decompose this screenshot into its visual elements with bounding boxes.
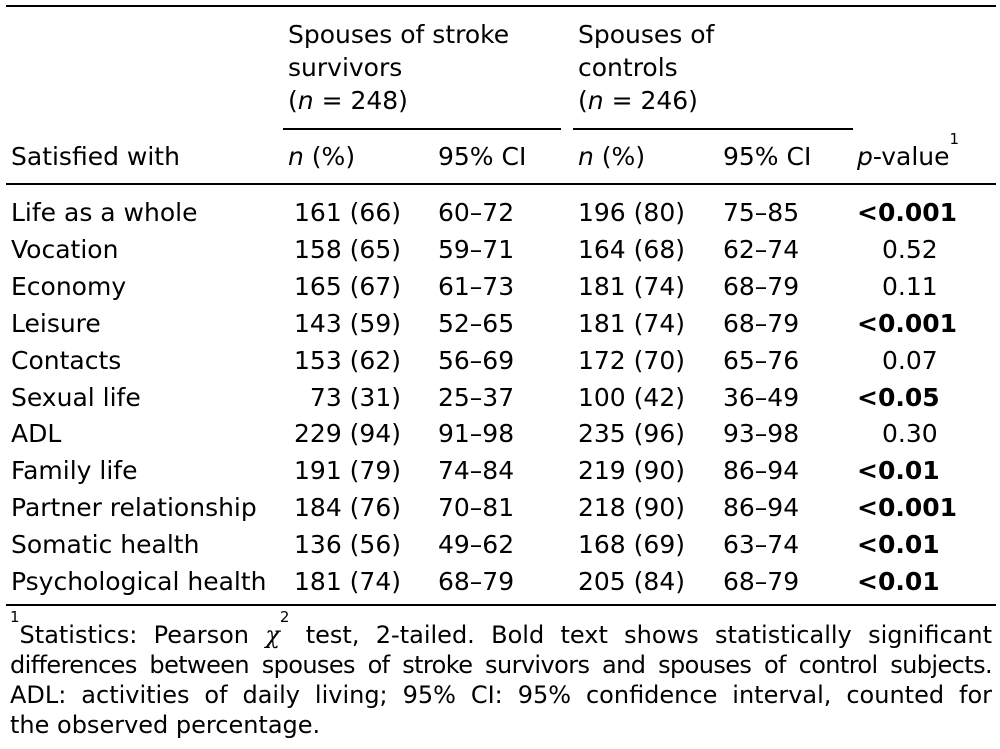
row-p-value: <0.01 bbox=[857, 567, 940, 596]
row-ci-control: 63–74 bbox=[723, 530, 800, 560]
row-n-pct-stroke: 165 (67) bbox=[294, 271, 401, 301]
row-n-pct-control: 100 (42) bbox=[578, 382, 685, 412]
row-n-pct-stroke: 143 (59) bbox=[294, 308, 401, 338]
col-header-ci-1: 95% CI bbox=[438, 142, 527, 171]
row-ci-control: 93–98 bbox=[723, 419, 800, 449]
footnote-line-1: 1Statistics: Pearson χ2 test, 2-tailed. … bbox=[10, 608, 992, 650]
row-n-pct-stroke: 191 (79) bbox=[294, 456, 401, 486]
group1-underline bbox=[283, 128, 561, 130]
group1-n: (n = 248) bbox=[288, 86, 408, 115]
row-label: Life as a whole bbox=[11, 198, 198, 227]
group2-n: (n = 246) bbox=[578, 86, 698, 115]
row-label: Economy bbox=[11, 271, 127, 301]
row-n-pct-control: 168 (69) bbox=[578, 530, 685, 560]
row-label: Contacts bbox=[11, 345, 122, 375]
row-ci-stroke: 49–62 bbox=[438, 530, 515, 560]
row-n-pct-control: 218 (90) bbox=[578, 493, 685, 523]
row-ci-control: 68–79 bbox=[723, 271, 800, 301]
row-label: Vocation bbox=[11, 234, 119, 264]
footnote-line-3: ADL: activities of daily living; 95% CI:… bbox=[10, 681, 992, 709]
row-n-pct-control: 235 (96) bbox=[578, 419, 685, 449]
row-ci-control: 36–49 bbox=[723, 382, 800, 412]
group2-title-line1: Spouses of bbox=[578, 20, 715, 49]
row-ci-stroke: 68–79 bbox=[438, 567, 515, 596]
header-rule bbox=[6, 183, 996, 185]
row-p-value: <0.05 bbox=[857, 382, 940, 412]
row-ci-stroke: 52–65 bbox=[438, 308, 515, 338]
row-ci-stroke: 59–71 bbox=[438, 234, 515, 264]
row-p-value: 0.07 bbox=[882, 345, 938, 375]
group2-title-line2: controls bbox=[578, 53, 678, 82]
row-label: Psychological health bbox=[11, 567, 267, 596]
row-n-pct-stroke: 229 (94) bbox=[294, 419, 401, 449]
row-ci-control: 75–85 bbox=[723, 198, 800, 227]
row-n-pct-stroke: 73 (31) bbox=[309, 382, 401, 412]
row-n-pct-control: 181 (74) bbox=[578, 308, 685, 338]
row-ci-control: 62–74 bbox=[723, 234, 800, 264]
row-ci-stroke: 25–37 bbox=[438, 382, 515, 412]
row-n-pct-control: 205 (84) bbox=[578, 567, 685, 596]
footnote-line-4: the observed percentage. bbox=[10, 711, 321, 739]
row-label: Somatic health bbox=[11, 530, 200, 560]
col-header-p-value: p-value1 bbox=[857, 130, 960, 172]
bottom-rule bbox=[6, 604, 996, 606]
row-n-pct-stroke: 184 (76) bbox=[294, 493, 401, 523]
row-p-value: <0.01 bbox=[857, 456, 940, 486]
row-label: Leisure bbox=[11, 308, 101, 338]
row-ci-stroke: 60–72 bbox=[438, 198, 515, 227]
col-header-ci-2: 95% CI bbox=[723, 142, 812, 171]
row-n-pct-control: 172 (70) bbox=[578, 345, 685, 375]
row-n-pct-stroke: 136 (56) bbox=[294, 530, 401, 560]
footnote-line-2: differences between spouses of stroke su… bbox=[10, 651, 993, 679]
top-rule bbox=[6, 5, 996, 7]
row-ci-control: 68–79 bbox=[723, 308, 800, 338]
row-n-pct-control: 181 (74) bbox=[578, 271, 685, 301]
row-label: Family life bbox=[11, 456, 138, 486]
row-n-pct-stroke: 158 (65) bbox=[294, 234, 401, 264]
row-ci-stroke: 61–73 bbox=[438, 271, 515, 301]
row-n-pct-stroke: 181 (74) bbox=[294, 567, 401, 596]
row-n-pct-control: 164 (68) bbox=[578, 234, 685, 264]
group1-title-line2: survivors bbox=[288, 53, 403, 82]
row-ci-stroke: 70–81 bbox=[438, 493, 515, 523]
row-p-value: <0.001 bbox=[857, 198, 958, 227]
row-ci-stroke: 56–69 bbox=[438, 345, 515, 375]
row-p-value: <0.001 bbox=[857, 493, 958, 523]
row-n-pct-control: 196 (80) bbox=[578, 198, 685, 227]
row-n-pct-stroke: 153 (62) bbox=[294, 345, 401, 375]
row-n-pct-stroke: 161 (66) bbox=[294, 198, 401, 227]
row-p-value: <0.001 bbox=[857, 308, 958, 338]
row-ci-stroke: 91–98 bbox=[438, 419, 515, 449]
row-n-pct-control: 219 (90) bbox=[578, 456, 685, 486]
row-p-value: 0.11 bbox=[882, 271, 938, 301]
table-footnote: 1Statistics: Pearson χ2 test, 2-tailed. … bbox=[10, 608, 993, 740]
row-ci-control: 86–94 bbox=[723, 493, 800, 523]
row-ci-control: 65–76 bbox=[723, 345, 800, 375]
group1-title-line1: Spouses of stroke bbox=[288, 20, 510, 49]
row-ci-control: 86–94 bbox=[723, 456, 800, 486]
group2-underline bbox=[573, 128, 853, 130]
col-header-satisfied-with: Satisfied with bbox=[11, 142, 180, 171]
row-label: ADL bbox=[11, 419, 62, 449]
row-p-value: <0.01 bbox=[857, 530, 940, 560]
col-header-n-pct-1: n (%) bbox=[288, 142, 356, 171]
row-ci-stroke: 74–84 bbox=[438, 456, 515, 486]
row-label: Sexual life bbox=[11, 382, 141, 412]
row-p-value: 0.30 bbox=[882, 419, 938, 449]
col-header-n-pct-2: n (%) bbox=[578, 142, 646, 171]
row-ci-control: 68–79 bbox=[723, 567, 800, 596]
row-p-value: 0.52 bbox=[882, 234, 938, 264]
row-label: Partner relationship bbox=[11, 493, 257, 523]
